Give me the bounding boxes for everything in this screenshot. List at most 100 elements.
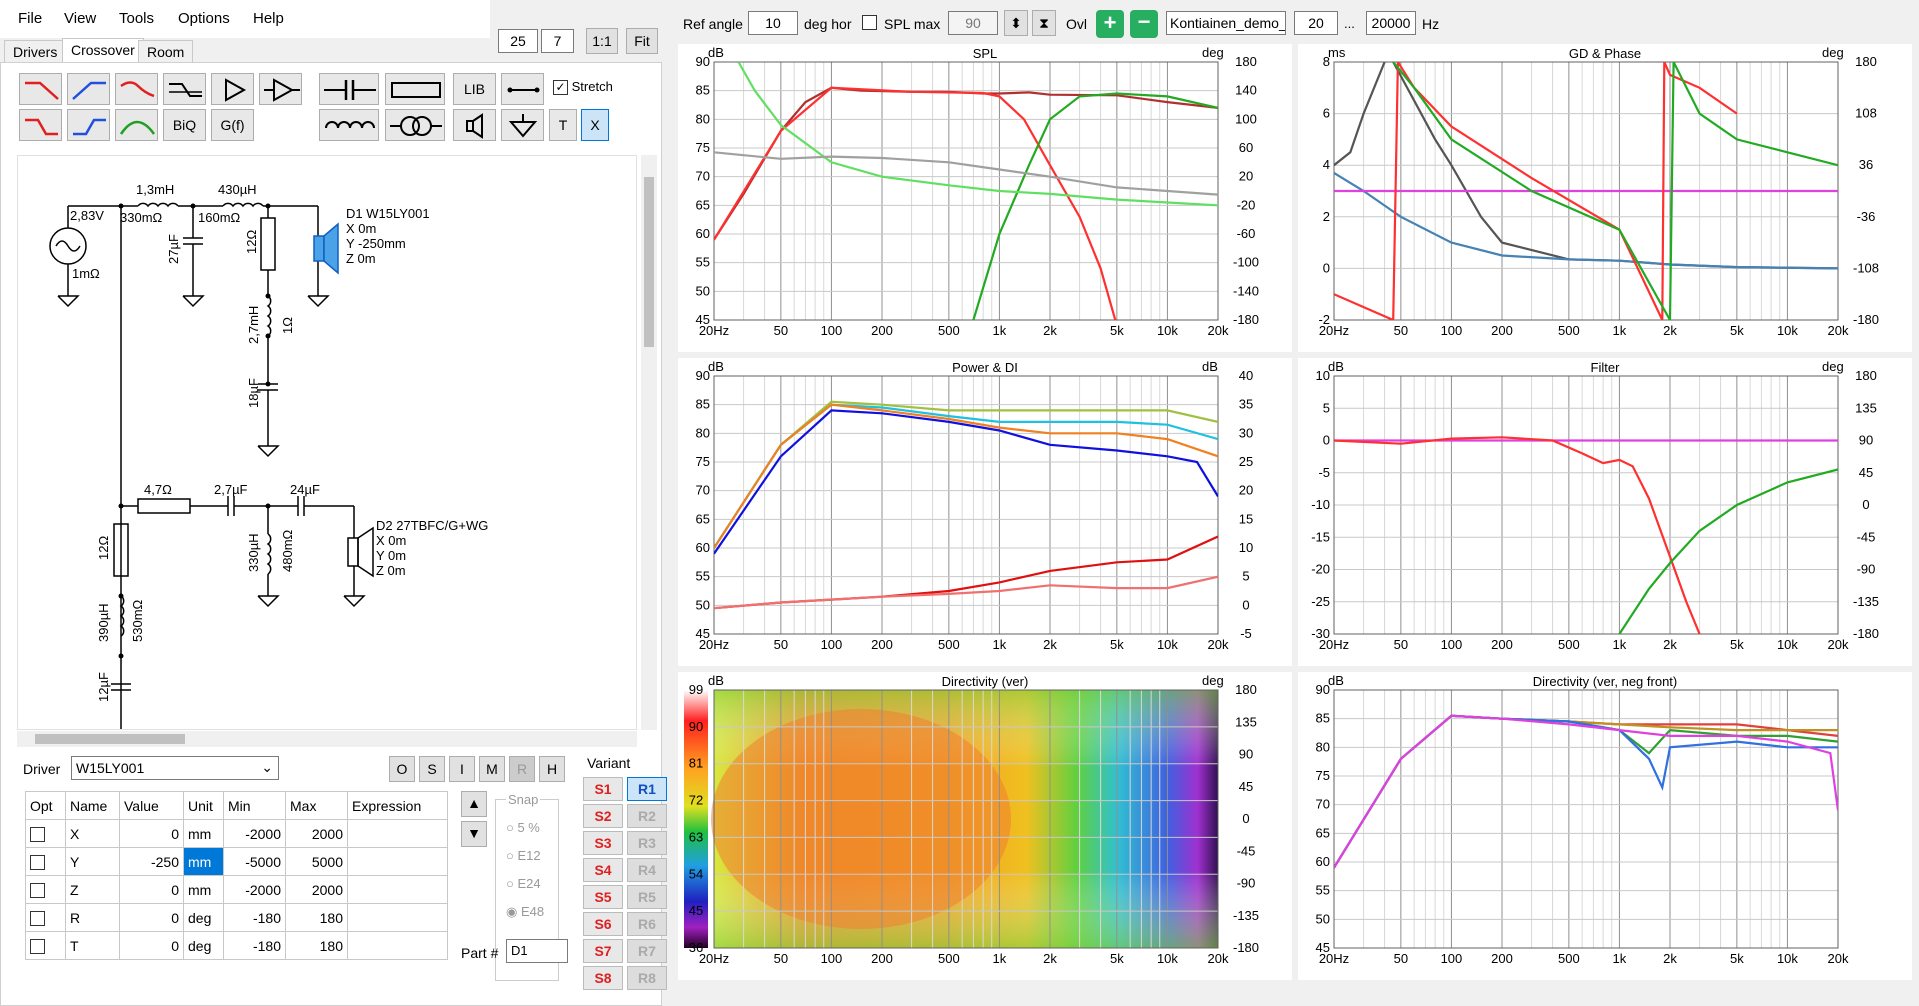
highpass-tool[interactable] [67,73,110,105]
one-to-one-button[interactable]: 1:1 [586,28,618,54]
tab-drivers[interactable]: Drivers [4,40,67,62]
variant-s-button[interactable]: S4 [583,858,623,882]
variant-r-button[interactable]: R5 [627,885,667,909]
fit-button[interactable]: Fit [626,28,658,54]
opt-checkbox[interactable] [25,819,66,848]
shelf-tool[interactable] [163,73,206,105]
freq-low-input[interactable]: 20 [1294,11,1338,35]
y2-tick-label: -108 [1853,260,1879,275]
vertical-scrollbar[interactable] [641,155,657,730]
highpass2-tool[interactable] [67,109,110,141]
y2-tick-label: 45 [1239,779,1253,794]
series-line [1334,62,1738,320]
expression-cell[interactable] [347,875,448,904]
colorbar [684,690,708,948]
project-name-input[interactable]: Kontiainen_demo_LR4_ [1166,11,1286,35]
m-button[interactable]: M [479,756,505,782]
variant-s-button[interactable]: S2 [583,804,623,828]
ground-tool[interactable] [501,109,544,141]
variant-s-button[interactable]: S5 [583,885,623,909]
lowpass2-tool[interactable] [19,109,62,141]
variant-r-button[interactable]: R6 [627,912,667,936]
spl-max-checkbox[interactable] [862,14,877,31]
part-input[interactable]: D1 [506,939,568,963]
variant-r-button[interactable]: R7 [627,939,667,963]
ref-angle-input[interactable]: 10 [748,11,798,35]
selected-unit-cell[interactable]: mm [183,847,224,876]
opt-checkbox[interactable] [25,903,66,932]
menu-view[interactable]: View [64,10,97,27]
o-button[interactable]: O [389,756,415,782]
resistor-tool[interactable] [385,73,445,105]
col-unit: Unit [183,791,224,820]
y-tick-label: 50 [1316,911,1330,926]
menu-file[interactable]: File [18,10,43,27]
expression-cell[interactable] [347,903,448,932]
h-button[interactable]: H [539,756,565,782]
view-box-a[interactable]: 25 [498,29,538,53]
driver-tool[interactable] [453,109,496,141]
amplifier-tool[interactable] [211,73,254,105]
variant-r-button[interactable]: R4 [627,858,667,882]
snap-option-e48[interactable]: ◉ E48 [506,904,545,919]
horizontal-scroll-thumb[interactable] [35,734,185,744]
transfer-function-button[interactable]: G(f) [211,109,254,141]
remove-overlay-button[interactable]: − [1130,10,1158,38]
variant-r-button[interactable]: R3 [627,831,667,855]
stretch-checkbox[interactable]: ✓ Stretch [553,79,613,96]
allpass-low-tool[interactable] [115,73,158,105]
variant-s-button[interactable]: S7 [583,939,623,963]
y-tick-label: 75 [1316,768,1330,783]
source-voltage-label: 2,83V [70,208,104,223]
variant-s-button[interactable]: S6 [583,912,623,936]
move-up-button[interactable]: ▲ [461,791,487,817]
i-button[interactable]: I [449,756,475,782]
menu-options[interactable]: Options [178,10,230,27]
add-overlay-button[interactable]: + [1096,10,1124,38]
freq-high-input[interactable]: 20000 [1366,11,1416,35]
expression-cell[interactable] [347,847,448,876]
s-button[interactable]: S [419,756,445,782]
transformer-tool[interactable] [385,109,445,141]
biquad-button[interactable]: BiQ [163,109,206,141]
opt-checkbox[interactable] [25,847,66,876]
variant-s-button[interactable]: S3 [583,831,623,855]
tab-crossover[interactable]: Crossover [62,38,144,63]
updown-button[interactable]: ⬍ [1004,10,1028,36]
library-button[interactable]: LIB [453,73,496,105]
horizontal-scrollbar[interactable] [17,731,637,747]
expression-cell[interactable] [347,819,448,848]
driver-select[interactable]: W15LY001 ⌄ [71,756,279,780]
expression-cell[interactable] [347,931,448,960]
variant-s-button[interactable]: S1 [583,777,623,801]
lowpass-tool[interactable] [19,73,62,105]
variant-s-button[interactable]: S8 [583,966,623,990]
inductor-tool[interactable] [319,109,379,141]
snap-option-5pct[interactable]: ○ 5 % [506,820,540,835]
r-button[interactable]: R [509,756,535,782]
variant-r-button[interactable]: R2 [627,804,667,828]
move-down-button[interactable]: ▼ [461,821,487,847]
spl-max-input[interactable]: 90 [948,11,998,35]
bandpass-tool[interactable] [115,109,158,141]
snap-option-e12[interactable]: ○ E12 [506,848,541,863]
hourglass-button[interactable]: ⧗ [1032,10,1056,36]
wire-tool[interactable] [501,73,544,105]
menu-help[interactable]: Help [253,10,284,27]
y-tick-label: 90 [696,368,710,383]
buffer-tool[interactable] [259,73,302,105]
x-button[interactable]: X [581,109,609,141]
variant-r-button[interactable]: R8 [627,966,667,990]
capacitor-tool[interactable] [319,73,379,105]
view-box-b[interactable]: 7 [541,29,574,53]
t-button[interactable]: T [549,109,577,141]
variant-r-button[interactable]: R1 [627,777,667,801]
r2-label: 4,7Ω [144,482,172,497]
opt-checkbox[interactable] [25,875,66,904]
vertical-scroll-thumb[interactable] [644,177,654,347]
schematic-canvas[interactable]: 2,83V 1mΩ 1,3mH 330mΩ 430µH 160mΩ 27µF 1… [17,155,637,730]
opt-checkbox[interactable] [25,931,66,960]
menu-tools[interactable]: Tools [119,10,155,27]
snap-option-e24[interactable]: ○ E24 [506,876,541,891]
tab-room[interactable]: Room [138,40,194,62]
